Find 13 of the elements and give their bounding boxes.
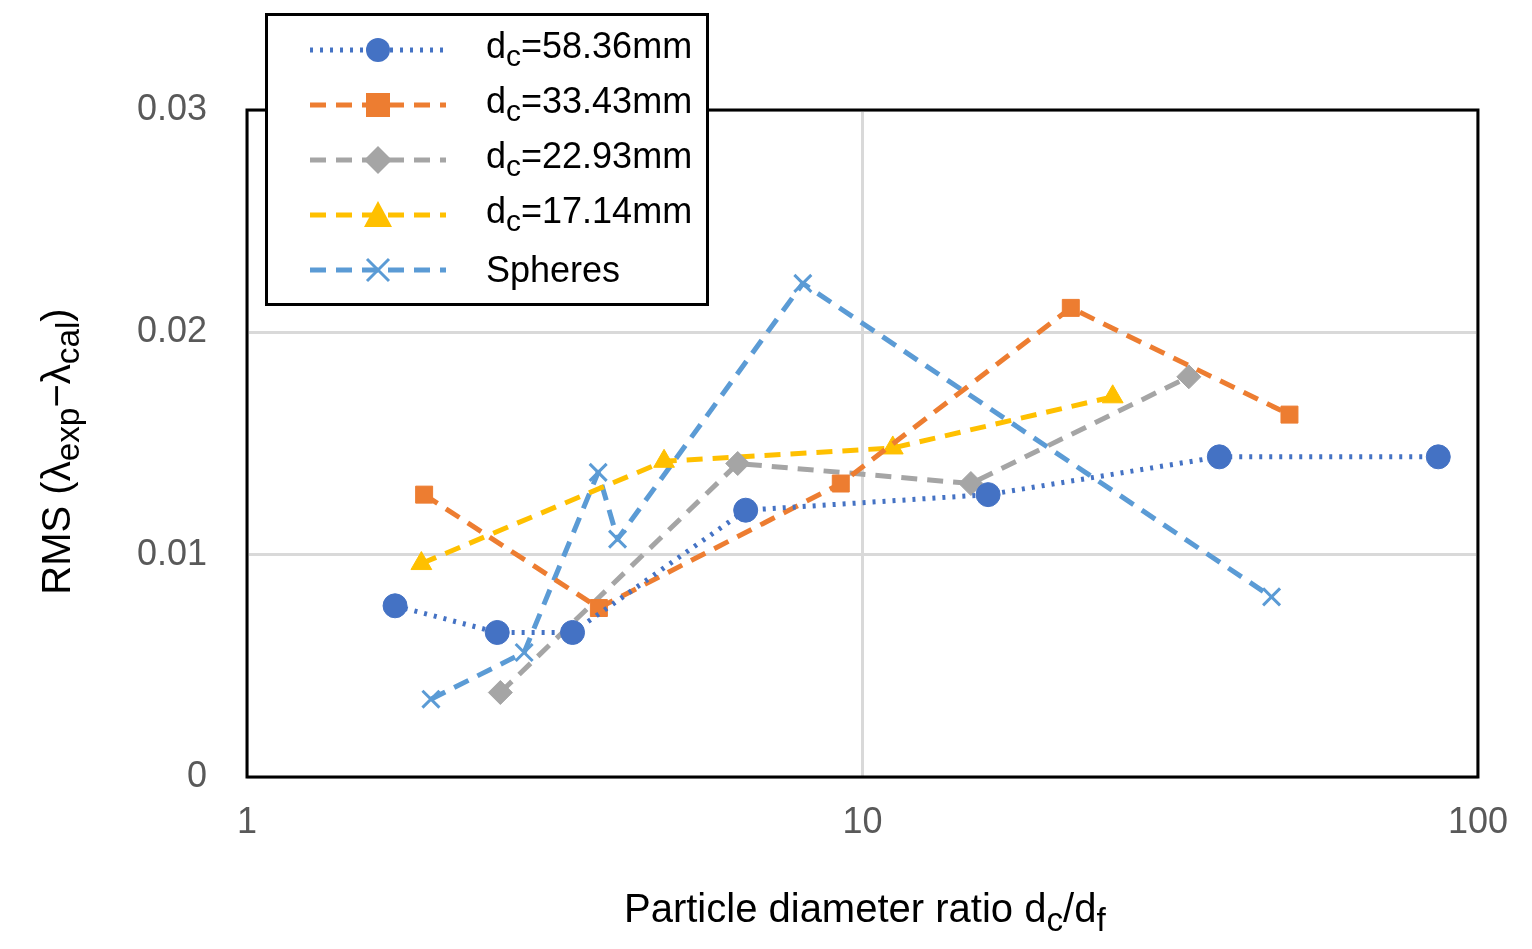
x-tick-label: 10 <box>842 799 883 841</box>
legend-label: Spheres <box>486 248 621 291</box>
x-tick-label: 100 <box>1447 799 1509 841</box>
legend-label: d$_{c}$=33.43mm <box>486 80 693 129</box>
legend-label: d$_{c}$=22.93mm <box>486 135 693 184</box>
x-tick-label: 1 <box>236 799 258 841</box>
legend-label: d$_{c}$=17.14mm <box>486 190 693 239</box>
y-tick-label: 0.02 <box>136 309 207 351</box>
legend-label: d$_{c}$=58.36mm <box>486 25 693 74</box>
x-axis-title: Particle diameter ratio d$_{c}$/d$_{f}$ <box>624 886 1106 939</box>
y-tick-label: 0 <box>186 753 207 795</box>
y-tick-label: 0.01 <box>136 531 207 573</box>
y-tick-label: 0.03 <box>136 86 207 128</box>
